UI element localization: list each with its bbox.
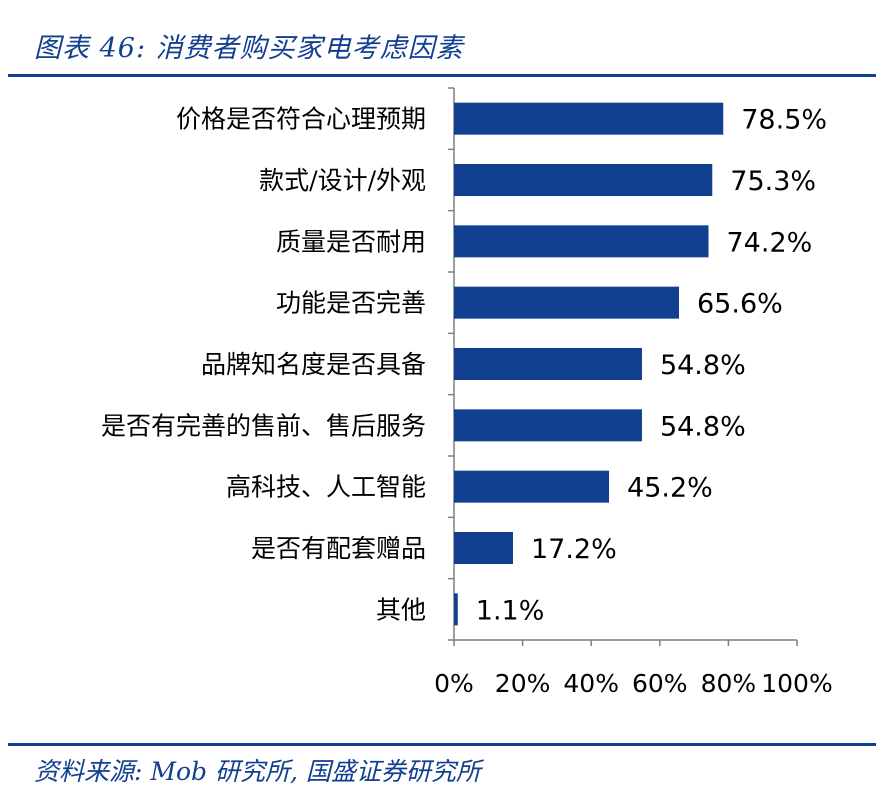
x-tick-label: 60%	[632, 669, 688, 698]
data-label: 17.2%	[531, 534, 617, 565]
category-label: 高科技、人工智能	[226, 473, 426, 502]
source-divider	[8, 743, 876, 746]
bar	[454, 164, 713, 196]
x-tick-label: 80%	[701, 669, 757, 698]
bar	[454, 409, 642, 442]
bar	[454, 225, 709, 258]
labels-layer: 价格是否符合心理预期 78.5% 款式/设计/外观 75.3% 质量是否耐用 74.2% 功…	[101, 105, 827, 627]
data-label: 65.6%	[697, 289, 783, 320]
title-divider	[8, 74, 876, 77]
data-label: 54.8%	[660, 350, 746, 381]
category-label: 是否有配套赠品	[251, 534, 426, 563]
category-label: 品牌知名度是否具备	[201, 350, 426, 379]
bar	[454, 286, 680, 319]
bar	[454, 102, 724, 135]
x-tick-label: 40%	[563, 669, 619, 698]
data-label: 54.8%	[660, 411, 746, 442]
x-tick-label: 20%	[495, 669, 551, 698]
x-tick-labels: 0% 20% 40% 60% 80% 100%	[434, 669, 833, 698]
category-label: 其他	[376, 595, 426, 624]
data-label: 45.2%	[627, 473, 713, 504]
bar	[454, 593, 458, 626]
bar-chart: 价格是否符合心理预期 78.5% 款式/设计/外观 75.3% 质量是否耐用 74.2% 功…	[101, 87, 833, 698]
bar	[454, 532, 513, 564]
figure-source: 资料来源: Mob 研究所, 国盛证券研究所	[34, 757, 481, 786]
category-label: 质量是否耐用	[276, 227, 426, 256]
figure-title: 图表 46: 消费者购买家电考虑因素	[34, 33, 464, 64]
bars-layer	[454, 102, 724, 626]
x-tick-label: 100%	[761, 669, 832, 698]
data-label: 75.3%	[730, 166, 816, 197]
bar	[454, 470, 610, 503]
category-label: 功能是否完善	[276, 289, 426, 318]
bar	[454, 348, 642, 380]
category-label: 款式/设计/外观	[259, 166, 426, 195]
x-tick-label: 0%	[434, 669, 474, 698]
category-label: 是否有完善的售前、售后服务	[101, 411, 426, 440]
data-label: 1.1%	[476, 595, 545, 626]
data-label: 78.5%	[741, 105, 827, 136]
category-label: 价格是否符合心理预期	[176, 105, 426, 134]
data-label: 74.2%	[727, 227, 813, 258]
